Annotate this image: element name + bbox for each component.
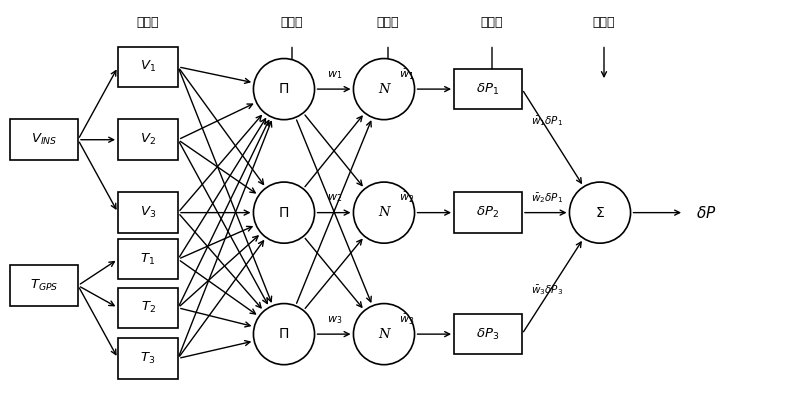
Bar (118, 47, 178, 87)
Ellipse shape (354, 182, 414, 243)
Ellipse shape (354, 59, 414, 119)
Text: $\bar{w}_3\delta P_3$: $\bar{w}_3\delta P_3$ (531, 283, 563, 296)
Text: $\delta P_3$: $\delta P_3$ (476, 326, 500, 342)
Bar (10, 265, 78, 306)
Text: $\bar{w}_3$: $\bar{w}_3$ (398, 313, 414, 327)
Ellipse shape (570, 182, 630, 243)
Ellipse shape (254, 59, 314, 119)
Ellipse shape (254, 182, 314, 243)
Bar (118, 192, 178, 233)
Ellipse shape (354, 304, 414, 364)
Text: $\Pi$: $\Pi$ (278, 327, 290, 341)
Text: $V_{INS}$: $V_{INS}$ (31, 132, 57, 147)
Text: $\delta P_2$: $\delta P_2$ (477, 205, 499, 220)
Text: $T_1$: $T_1$ (141, 252, 155, 267)
Text: N: N (378, 83, 390, 96)
Text: 第二层: 第二层 (281, 16, 303, 29)
Text: $\delta P_1$: $\delta P_1$ (477, 81, 499, 97)
Text: $T_2$: $T_2$ (141, 300, 155, 315)
Bar (454, 314, 522, 354)
Text: $w_1$: $w_1$ (326, 69, 342, 81)
Text: 第一层: 第一层 (137, 16, 159, 29)
Bar (118, 239, 178, 279)
Text: $V_1$: $V_1$ (140, 59, 156, 75)
Text: 第四层: 第四层 (481, 16, 503, 29)
Text: $T_3$: $T_3$ (140, 351, 156, 366)
Text: $\Pi$: $\Pi$ (278, 206, 290, 220)
Text: N: N (378, 206, 390, 219)
Bar (118, 288, 178, 328)
Bar (118, 119, 178, 160)
Text: $w_3$: $w_3$ (326, 314, 342, 326)
Text: $\bar{w}_1\delta P_1$: $\bar{w}_1\delta P_1$ (531, 115, 563, 128)
Bar (454, 192, 522, 233)
Bar (10, 119, 78, 160)
Text: $\bar{w}_2\delta P_1$: $\bar{w}_2\delta P_1$ (531, 192, 563, 205)
Bar (118, 338, 178, 379)
Text: $\bar{w}_2$: $\bar{w}_2$ (398, 192, 414, 205)
Text: $\delta P$: $\delta P$ (696, 205, 717, 221)
Text: 第五层: 第五层 (593, 16, 615, 29)
Text: $\bar{w}_1$: $\bar{w}_1$ (398, 68, 414, 82)
Text: 第三层: 第三层 (377, 16, 399, 29)
Text: N: N (378, 328, 390, 341)
Text: $\Sigma$: $\Sigma$ (595, 206, 605, 220)
Text: $\Pi$: $\Pi$ (278, 82, 290, 96)
Text: $V_3$: $V_3$ (140, 205, 156, 220)
Text: $w_2$: $w_2$ (326, 192, 342, 205)
Bar (454, 69, 522, 109)
Ellipse shape (254, 304, 314, 364)
Text: $T_{GPS}$: $T_{GPS}$ (30, 278, 58, 293)
Text: $V_2$: $V_2$ (140, 132, 156, 147)
